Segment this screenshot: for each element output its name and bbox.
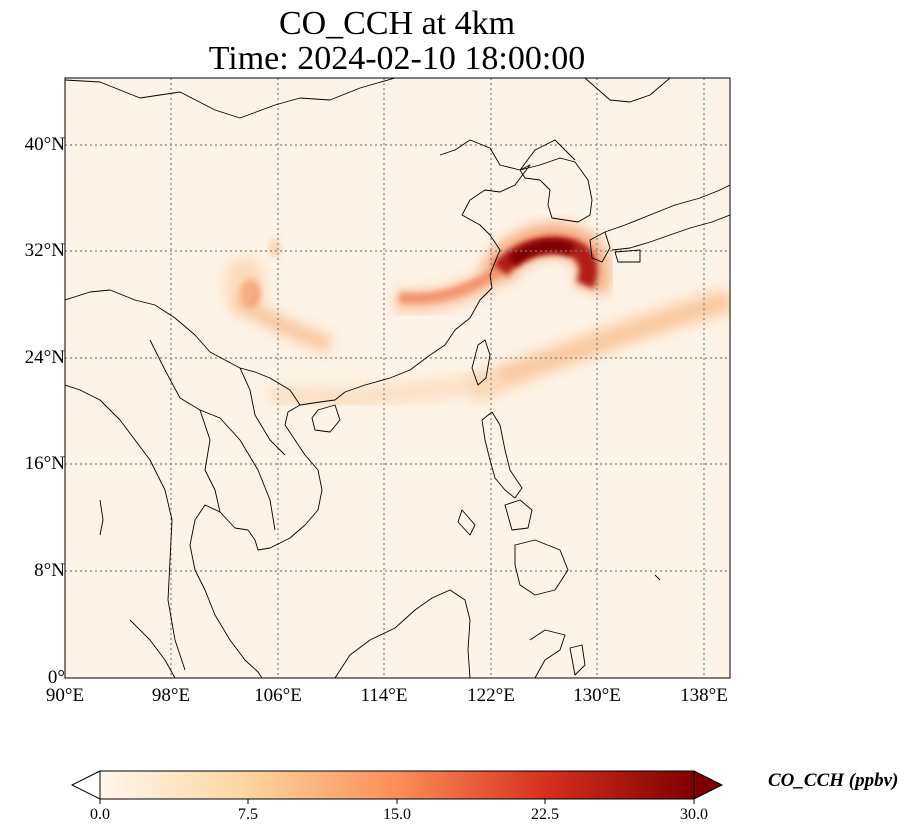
colorbar-tick: 30.0 — [680, 806, 708, 823]
lon-tick: 138°E — [680, 685, 728, 706]
lon-tick: 90°E — [45, 685, 85, 706]
inland-border-1 — [65, 289, 301, 406]
palawan — [457, 509, 476, 536]
lon-tick: 122°E — [467, 685, 515, 706]
colorbar-tick: 0.0 — [90, 806, 110, 823]
sulawesi — [529, 629, 566, 678]
northeast-border — [584, 78, 671, 103]
luzon — [481, 411, 523, 499]
visayas — [504, 499, 533, 531]
colorbar-extend-low — [70, 770, 101, 800]
lat-tick: 24°N — [24, 347, 65, 368]
china-coast — [319, 139, 531, 403]
borneo — [334, 589, 471, 678]
colorbar-tick: 15.0 — [383, 806, 411, 823]
andaman-coast — [65, 384, 186, 671]
inland-border-2 — [149, 339, 276, 531]
japan-shikoku — [614, 249, 641, 263]
lon-tick: 98°E — [151, 685, 191, 706]
coastlines — [65, 78, 730, 678]
concentration-field — [225, 222, 730, 407]
indochina-coast — [247, 401, 323, 551]
inland-border-4 — [239, 367, 286, 456]
japan-kyushu — [589, 231, 611, 263]
japan-honshu — [604, 184, 730, 251]
lon-tick: 114°E — [360, 685, 408, 706]
main-plume-core — [507, 239, 575, 267]
taiwan — [471, 339, 491, 386]
colorbar-tick: 7.5 — [238, 806, 258, 823]
lat-tick: 32°N — [24, 240, 65, 261]
map-frame — [64, 77, 731, 679]
northern-border — [65, 78, 396, 119]
colorbar-tick: 22.5 — [531, 806, 559, 823]
map-time: Time: 2024-02-10 18:00:00 — [208, 40, 586, 77]
pacific-band-core — [498, 295, 730, 380]
inland-border-3 — [199, 409, 221, 513]
small-island-1 — [654, 574, 661, 581]
mindanao — [514, 539, 569, 596]
sumatra — [129, 619, 176, 678]
colorbar-gradient — [99, 770, 695, 800]
korea-peninsula — [519, 157, 593, 223]
lon-tick: 106°E — [254, 685, 302, 706]
colorbar-extend-high — [693, 770, 724, 800]
guizhou-spot — [269, 238, 281, 258]
halmahera — [569, 644, 586, 676]
lat-tick: 0° — [47, 667, 65, 688]
hainan — [311, 404, 341, 433]
gridlines — [65, 78, 730, 678]
korea-border — [519, 139, 576, 171]
colorbar-label: CO_CCH (ppbv) — [768, 770, 899, 791]
small-island-2 — [99, 499, 104, 536]
map-title: CO_CCH at 4km — [278, 5, 516, 42]
yunnan-halo — [225, 257, 265, 313]
lat-tick: 40°N — [24, 134, 65, 155]
colorbar — [70, 770, 724, 804]
lat-tick: 16°N — [24, 453, 65, 474]
lon-tick: 130°E — [573, 685, 621, 706]
lat-tick: 8°N — [34, 560, 65, 581]
map-background — [65, 78, 730, 678]
